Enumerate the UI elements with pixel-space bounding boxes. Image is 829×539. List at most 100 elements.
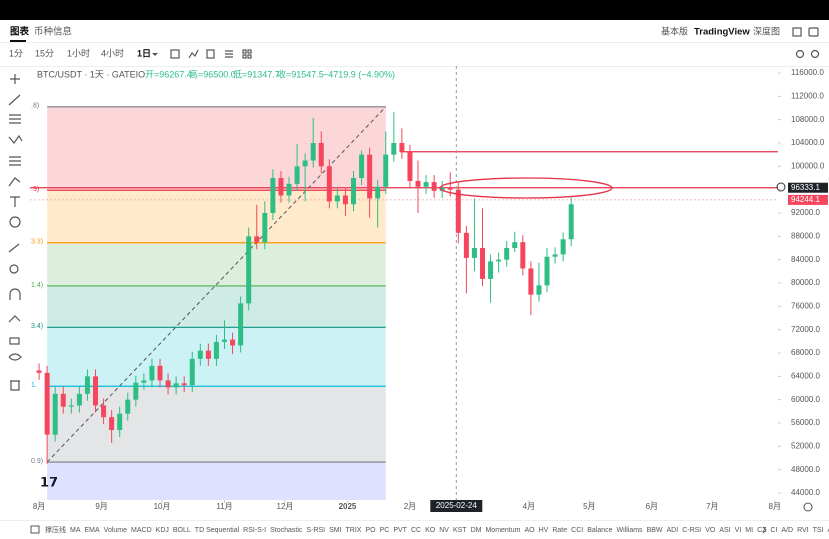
y-tick-label: 68000.0 bbox=[791, 348, 820, 357]
indicator[interactable]: HV bbox=[539, 527, 549, 534]
indicator-icon[interactable] bbox=[30, 525, 40, 534]
view-option[interactable]: 基本版 bbox=[661, 25, 688, 36]
candle-body bbox=[488, 261, 494, 279]
expand-icon[interactable] bbox=[792, 27, 802, 37]
indicator[interactable]: RVI bbox=[797, 527, 809, 534]
indicator[interactable]: CI bbox=[770, 527, 777, 534]
view-option[interactable]: TradingView bbox=[694, 27, 750, 38]
indicator[interactable]: AT bbox=[828, 527, 829, 534]
candle-body bbox=[278, 178, 284, 196]
indicator[interactable]: EMA bbox=[85, 527, 101, 534]
price-tag bbox=[788, 194, 828, 205]
indicator[interactable]: 撑压线 bbox=[45, 525, 66, 534]
candle-body bbox=[286, 183, 292, 196]
tab[interactable]: 图表 bbox=[10, 26, 30, 38]
indicator[interactable]: A/D bbox=[781, 527, 793, 534]
indicator[interactable]: NV bbox=[439, 527, 449, 534]
legend-close: 收=91547.5 bbox=[277, 68, 324, 79]
indicator[interactable]: BOLL bbox=[173, 527, 191, 534]
candle-body bbox=[294, 166, 300, 184]
indicator[interactable]: RSI-S-I bbox=[243, 527, 266, 534]
indicator[interactable]: Rate bbox=[552, 527, 567, 534]
indicator[interactable]: S-RSI bbox=[306, 527, 325, 534]
candle-body bbox=[391, 143, 397, 155]
indicator[interactable]: CZ bbox=[757, 527, 767, 534]
indicator[interactable]: VO bbox=[705, 527, 716, 534]
indicator[interactable]: AO bbox=[524, 527, 535, 534]
y-tick-label: 112000.0 bbox=[791, 91, 824, 100]
indicator[interactable]: TRIX bbox=[346, 527, 362, 534]
indicator[interactable]: Volume bbox=[104, 527, 127, 534]
indicator[interactable]: Balance bbox=[587, 527, 612, 534]
candle-body bbox=[52, 393, 58, 435]
y-tick-label: 60000.0 bbox=[791, 395, 820, 404]
candle-body bbox=[423, 182, 429, 187]
candle-body bbox=[375, 186, 381, 199]
left-toolbar[interactable] bbox=[8, 74, 23, 391]
indicator[interactable]: KDJ bbox=[156, 527, 169, 534]
indicator[interactable]: TD Sequential bbox=[195, 527, 240, 534]
toolbar-icons[interactable] bbox=[170, 49, 820, 59]
candle-body bbox=[342, 195, 348, 205]
candle-body bbox=[318, 143, 324, 167]
indicator[interactable]: CCI bbox=[571, 527, 583, 534]
candle-body bbox=[68, 405, 74, 407]
candle-body bbox=[125, 399, 131, 414]
y-tick-label: 84000.0 bbox=[791, 255, 820, 264]
dropdown-icon[interactable] bbox=[152, 53, 158, 56]
candle-body bbox=[326, 166, 332, 202]
x-tick-label: 5月 bbox=[583, 502, 595, 511]
settings-icon[interactable] bbox=[803, 502, 813, 512]
candle-body bbox=[93, 376, 99, 406]
interval[interactable]: 1小时 bbox=[67, 47, 90, 58]
candle-body bbox=[117, 413, 123, 430]
y-tick-label: 88000.0 bbox=[791, 231, 820, 240]
indicator[interactable]: Williams bbox=[617, 527, 644, 534]
indicator[interactable]: BBW bbox=[647, 527, 663, 534]
indicator[interactable]: CC bbox=[411, 527, 421, 534]
y-tick-label: 48000.0 bbox=[791, 465, 820, 474]
candle-body bbox=[238, 303, 244, 346]
indicator[interactable]: KO bbox=[425, 527, 436, 534]
indicator[interactable]: PVT bbox=[393, 527, 407, 534]
indicator[interactable]: MACD bbox=[131, 527, 152, 534]
view-option[interactable]: 深度图 bbox=[753, 25, 780, 36]
indicator[interactable]: PC bbox=[380, 527, 390, 534]
fib-label: 3.4) bbox=[31, 323, 43, 330]
candle-body bbox=[415, 180, 421, 187]
window-icon[interactable] bbox=[808, 27, 819, 37]
indicator[interactable]: VI bbox=[735, 527, 742, 534]
interval[interactable]: 15分 bbox=[35, 48, 54, 58]
candle-body bbox=[101, 405, 107, 418]
candle-body bbox=[536, 285, 542, 295]
tab[interactable]: 币种信息 bbox=[34, 26, 72, 38]
x-tick-label: 8月 bbox=[33, 502, 45, 511]
indicator[interactable]: ADI bbox=[667, 527, 679, 534]
x-tick-label: 10月 bbox=[154, 502, 171, 511]
add-icon[interactable] bbox=[776, 182, 786, 192]
indicator[interactable]: MI bbox=[745, 527, 753, 534]
fib-label: 1.4) bbox=[31, 282, 43, 289]
indicator[interactable]: C-RSI bbox=[682, 527, 701, 534]
indicator[interactable]: ASI bbox=[719, 527, 730, 534]
indicator[interactable]: PO bbox=[365, 527, 376, 534]
indicator[interactable]: Momentum bbox=[485, 527, 520, 534]
indicator[interactable]: MA bbox=[70, 527, 81, 534]
interval[interactable]: 1分 bbox=[9, 48, 23, 58]
top-bar bbox=[0, 0, 829, 20]
indicator[interactable]: DM bbox=[471, 527, 482, 534]
fib-band bbox=[47, 242, 386, 286]
candle-body bbox=[109, 417, 115, 430]
fib-label: 3.3) bbox=[31, 239, 43, 246]
interval[interactable]: 1日 bbox=[137, 48, 151, 58]
indicator[interactable]: Stochastic bbox=[270, 527, 303, 534]
candle-body bbox=[44, 372, 50, 435]
indicator[interactable]: SMI bbox=[329, 527, 342, 534]
interval[interactable]: 4小时 bbox=[101, 47, 124, 58]
indicator[interactable]: TSI bbox=[813, 527, 824, 534]
candle-body bbox=[480, 248, 486, 279]
indicator[interactable]: KST bbox=[453, 527, 467, 534]
candle-body bbox=[560, 239, 566, 255]
candle-body bbox=[471, 248, 477, 258]
